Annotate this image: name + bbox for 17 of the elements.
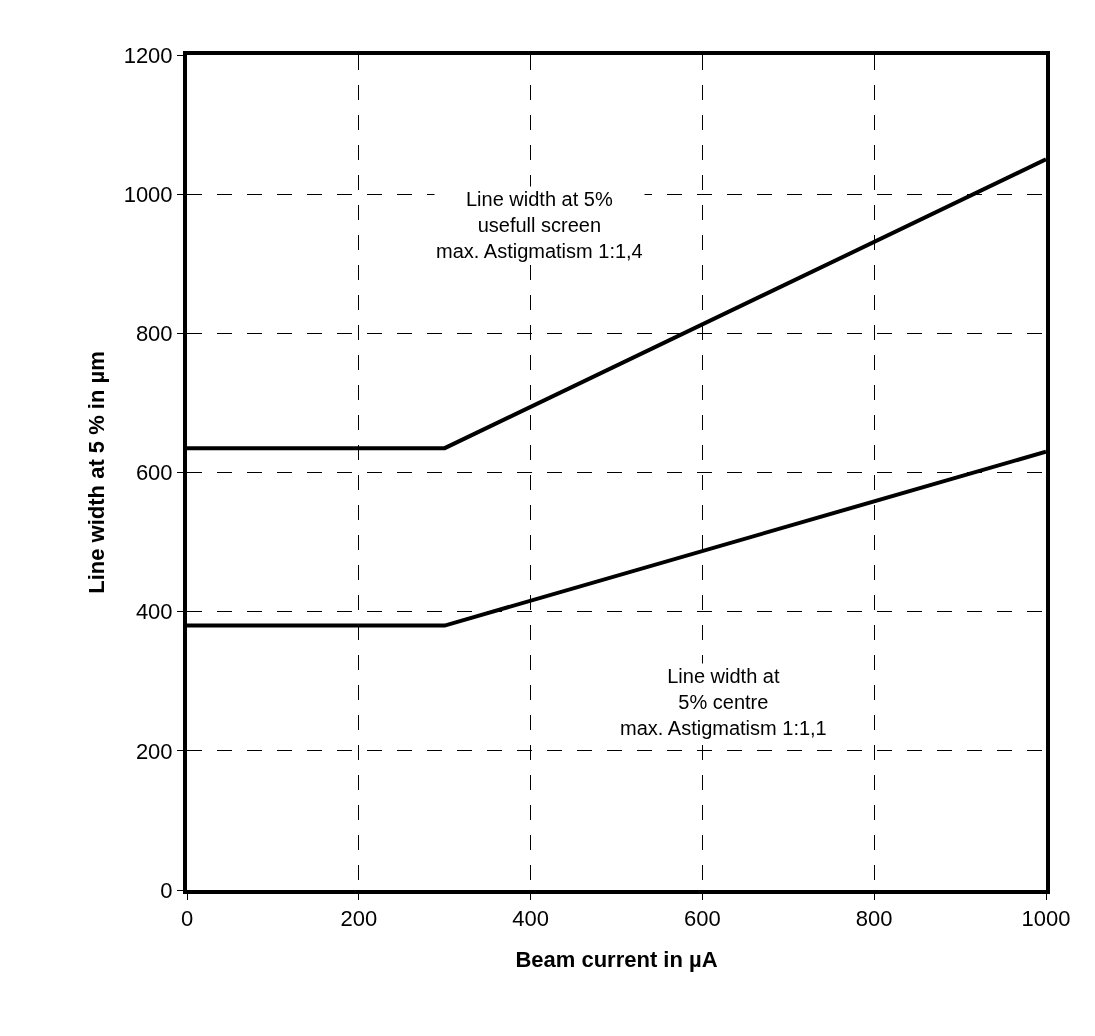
y-tick-label: 800 xyxy=(135,321,173,347)
x-tick-label: 800 xyxy=(855,906,893,932)
x-tick-label: 0 xyxy=(180,906,194,932)
y-tick-label: 0 xyxy=(160,877,173,903)
x-tick-label: 200 xyxy=(340,906,378,932)
x-tick-label: 400 xyxy=(512,906,549,932)
x-axis-title: Beam current in µA xyxy=(515,946,718,972)
y-tick-label: 1000 xyxy=(123,181,173,207)
annotation: Line width at 5% centre max. Astigmatism 1:1,1 xyxy=(620,665,827,739)
y-tick-label: 600 xyxy=(135,460,173,486)
annotation: Line width at 5% usefull screen max. Astigmatism 1:1,4 xyxy=(436,188,643,262)
y-tick-label: 1200 xyxy=(123,42,173,68)
y-tick-label: 400 xyxy=(135,599,173,625)
y-axis-title: Line width at 5 % in µm xyxy=(83,351,109,594)
y-tick-label: 200 xyxy=(135,738,173,764)
x-tick-label: 600 xyxy=(684,906,721,932)
x-tick-label: 1000 xyxy=(1021,906,1071,932)
